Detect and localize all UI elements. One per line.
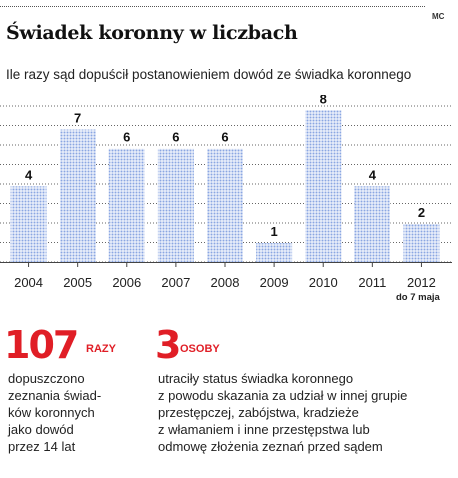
value-label-2005: 7: [74, 111, 81, 126]
chart-value-labels: 4 7 6 6 6 1 8 4 2: [25, 95, 425, 239]
value-label-2012: 2: [418, 205, 425, 220]
bar-2011: [354, 186, 391, 262]
bar-2009: [256, 243, 293, 262]
stat-1-number: 107: [4, 323, 79, 367]
stat-1-unit: RAZY: [86, 343, 116, 355]
stat-1-line: przez 14 lat: [8, 439, 76, 454]
stat-2-line: odmowę złożenia zeznań przed sądem: [158, 439, 383, 454]
stat-2-number: 3: [155, 323, 181, 367]
stat-2-line: z powodu skazania za udział w innej grup…: [158, 388, 408, 403]
bar-2008: [207, 148, 243, 262]
bar-2004: [10, 186, 47, 262]
stat-1-line: jako dowód: [8, 422, 74, 437]
bar-2005: [59, 129, 96, 262]
x-label-2007: 2007: [161, 275, 190, 290]
stat-2-line: z włamaniem i inne przestępstwa lub: [158, 422, 370, 437]
stat-1-line: dopuszczono: [8, 371, 85, 386]
bar-2007: [157, 148, 194, 262]
x-label-2012: 2012: [407, 275, 436, 290]
bar-2012: [403, 224, 440, 262]
x-label-2010: 2010: [309, 275, 338, 290]
value-label-2006: 6: [123, 129, 130, 144]
bar-2006: [108, 148, 145, 262]
stat-2-line: przestępczej, zabójstwa, kradzieże: [158, 405, 359, 420]
value-label-2011: 4: [369, 167, 377, 182]
x-label-2009: 2009: [260, 275, 289, 290]
x-label-2006: 2006: [112, 275, 141, 290]
value-label-2010: 8: [320, 95, 327, 107]
chart-bars: [10, 110, 440, 262]
annotation-2012: do 7 maja: [396, 292, 440, 303]
x-label-2008: 2008: [211, 275, 240, 290]
x-label-2005: 2005: [63, 275, 92, 290]
stat-2-unit: OSOBY: [180, 343, 220, 355]
credit: MC: [432, 12, 445, 21]
chart-x-labels: 2004 2005 2006 2007 2008 2009 2010 2011 2012: [14, 262, 436, 290]
bar-2010: [305, 110, 342, 262]
top-rule: [0, 6, 425, 7]
chart-subtitle: Ile razy sąd dopuścił postanowieniem dow…: [6, 67, 412, 82]
value-label-2009: 1: [270, 224, 277, 239]
stat-1-line: ków koronnych: [8, 405, 95, 420]
stat-1-text: dopuszczono zeznania świad- ków koronnyc…: [8, 370, 101, 455]
x-label-2004: 2004: [14, 275, 43, 290]
stat-2-line: utraciły status świadka koronnego: [158, 371, 354, 386]
value-label-2004: 4: [25, 167, 33, 182]
page-title: Świadek koronny w liczbach: [6, 22, 298, 44]
stat-1-line: zeznania świad-: [8, 388, 102, 403]
x-label-2011: 2011: [358, 275, 386, 290]
value-label-2008: 6: [221, 129, 228, 144]
value-label-2007: 6: [172, 129, 179, 144]
stat-2-text: utraciły status świadka koronnego z powo…: [158, 370, 407, 455]
